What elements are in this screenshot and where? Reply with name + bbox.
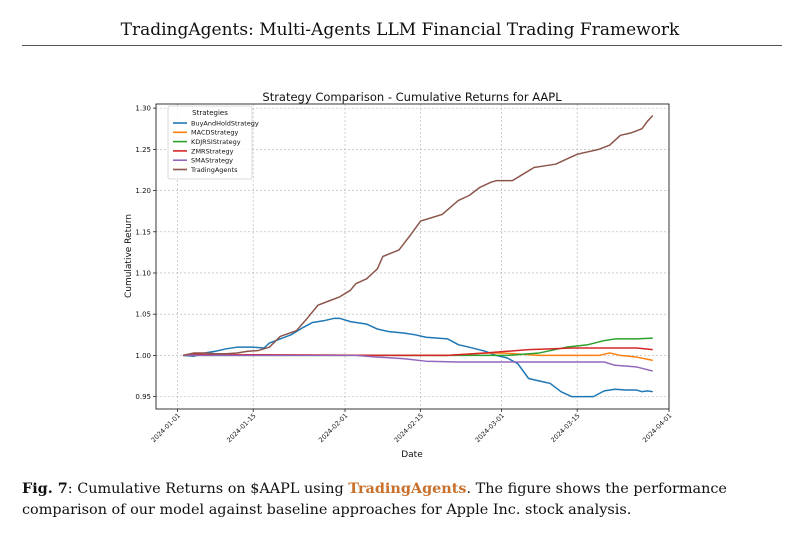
series-line-SMAStrategy	[183, 354, 653, 372]
x-tick-label: 2024-03-01	[474, 412, 506, 444]
figure-caption: Fig. 7: Cumulative Returns on $AAPL usin…	[22, 478, 782, 521]
running-head: TradingAgents: Multi-Agents LLM Financia…	[120, 20, 680, 40]
legend-label: KDJRSIStrategy	[191, 138, 241, 146]
legend-label: SMAStrategy	[191, 157, 233, 165]
y-tick-label: 1.15	[135, 228, 151, 236]
legend-label: BuyAndHoldStrategy	[191, 119, 259, 127]
y-tick-label: 1.10	[135, 269, 151, 277]
x-tick-label: 2024-01-15	[225, 412, 257, 444]
series-line-TradingAgents	[182, 115, 654, 357]
caption-separator: :	[67, 481, 78, 497]
y-tick-label: 0.95	[135, 393, 151, 401]
legend-label: TradingAgents	[190, 166, 238, 174]
series-line-ZMRStrategy	[182, 347, 653, 357]
x-tick-label: 2024-03-15	[549, 412, 581, 444]
legend-items: BuyAndHoldStrategy MACDStrategyKDJRSIStra…	[173, 119, 259, 174]
legend-title: Strategies	[192, 109, 228, 117]
caption-text-before: Cumulative Returns on $AAPL using	[77, 481, 349, 497]
y-tick-label: 1.00	[135, 352, 151, 360]
x-tick-label: 2024-02-01	[317, 412, 349, 444]
y-tick-label: 1.30	[135, 105, 151, 113]
legend-label: ZMRStrategy	[191, 147, 234, 155]
plot-frame	[155, 103, 670, 410]
series-lines	[182, 115, 654, 398]
header-rule	[22, 45, 782, 46]
y-tick-label: 1.05	[135, 311, 151, 319]
x-tick-label: 2024-04-01	[641, 412, 673, 444]
legend-box	[167, 105, 253, 180]
x-tick-label: 2024-01-01	[150, 412, 182, 444]
caption-text-after: . The figure shows the performance compa…	[22, 481, 727, 518]
cumulative-returns-chart: Strategy Comparison - Cumulative Returns…	[124, 90, 673, 460]
legend-label: MACDStrategy	[191, 129, 238, 137]
figure-label: Fig. 7	[22, 480, 68, 497]
series-line-BuyAndHoldStrategy	[182, 317, 653, 398]
y-tick-label: 1.20	[135, 187, 151, 195]
y-axis-label: Cumulative Return	[124, 214, 134, 298]
caption-highlight: TradingAgents	[348, 480, 467, 497]
legend: Strategies BuyAndHoldStrategy MACDStrateg…	[167, 105, 259, 180]
x-axis-label: Date	[401, 450, 423, 460]
series-line-KDJRSIStrategy	[183, 337, 653, 357]
chart-title: Strategy Comparison - Cumulative Returns…	[262, 90, 562, 104]
y-tick-label: 1.25	[135, 146, 151, 154]
x-tick-label: 2024-02-15	[393, 412, 425, 444]
